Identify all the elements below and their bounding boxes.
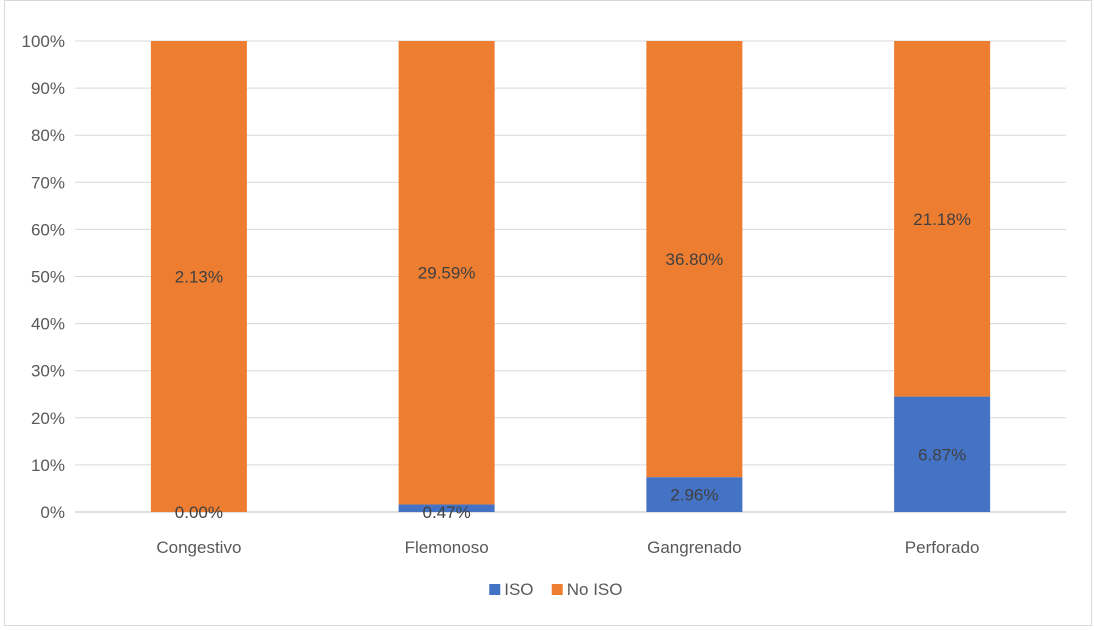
y-tick-label: 10% — [31, 456, 65, 475]
data-label: 2.13% — [175, 268, 223, 287]
legend: ISO No ISO — [489, 580, 623, 599]
bar-segment-iso — [894, 396, 991, 512]
y-tick-label: 0% — [40, 503, 65, 522]
bar-segment-no-iso — [398, 41, 495, 505]
y-tick-label: 70% — [31, 173, 65, 192]
y-tick-label: 100% — [22, 32, 65, 51]
data-label: 21.18% — [913, 210, 971, 229]
y-axis-tick-labels: 0% 10% 20% 30% 40% 50% 60% 70% 80% 90% 100% — [22, 32, 65, 522]
x-tick-label: Perforado — [905, 538, 980, 557]
data-labels: 0.00% 2.13% 0.47% 29.59% 2.96% 36.80% 6.87% 21.… — [175, 210, 971, 522]
y-tick-label: 40% — [31, 315, 65, 334]
bar-segment-iso — [646, 477, 743, 512]
data-label: 36.80% — [666, 250, 724, 269]
x-tick-label: Flemonoso — [405, 538, 489, 557]
x-tick-label: Gangrenado — [647, 538, 742, 557]
y-tick-label: 80% — [31, 126, 65, 145]
legend-swatch — [551, 584, 563, 595]
bar-segment-iso — [398, 504, 495, 512]
data-label: 6.87% — [918, 445, 966, 464]
bar-segment-no-iso — [646, 41, 743, 478]
stacked-bar-chart: 0% 10% 20% 30% 40% 50% 60% 70% 80% 90% 100% 0.00% 2… — [22, 32, 1066, 599]
chart-area: 0% 10% 20% 30% 40% 50% 60% 70% 80% 90% 100% 0.00% 2… — [4, 0, 1092, 626]
legend-swatch — [489, 584, 501, 595]
data-label: 0.47% — [423, 503, 471, 522]
legend-label: ISO — [504, 580, 533, 599]
y-tick-label: 90% — [31, 79, 65, 98]
data-label: 29.59% — [418, 264, 476, 283]
y-tick-label: 60% — [31, 220, 65, 239]
y-tick-label: 50% — [31, 268, 65, 287]
bar-segment-no-iso — [894, 41, 991, 397]
data-label: 2.96% — [670, 486, 718, 505]
y-tick-label: 30% — [31, 362, 65, 381]
y-tick-label: 20% — [31, 409, 65, 428]
data-label: 0.00% — [175, 503, 223, 522]
legend-label: No ISO — [567, 580, 623, 599]
bar-segment-no-iso — [150, 41, 247, 512]
x-axis-tick-labels: Congestivo Flemonoso Gangrenado Perforado — [156, 538, 979, 557]
bars — [150, 41, 991, 512]
x-tick-label: Congestivo — [156, 538, 241, 557]
